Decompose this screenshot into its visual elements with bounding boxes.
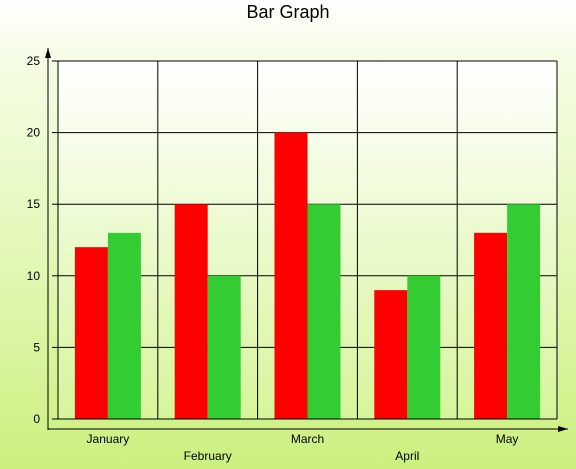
bar-april-series-1 — [374, 290, 408, 419]
y-tick-label: 5 — [33, 340, 40, 354]
bar-may-series-1 — [474, 232, 508, 419]
bar-january-series-1 — [74, 247, 108, 419]
bar-may-series-2 — [507, 204, 541, 419]
x-tick-label: May — [496, 432, 519, 446]
y-tick-label: 0 — [33, 412, 40, 426]
y-tick-label: 10 — [27, 269, 41, 283]
chart-title: Bar Graph — [246, 2, 330, 22]
x-tick-label: March — [291, 432, 324, 446]
bar-february-series-2 — [207, 275, 241, 419]
axes — [45, 48, 568, 432]
x-axis-arrow — [558, 426, 568, 432]
y-tick-label: 20 — [27, 126, 41, 140]
tick-labels: 0 5 10 15 20 25 January February March April May — [27, 54, 519, 463]
y-axis-arrow — [45, 48, 51, 58]
bar-february-series-1 — [174, 204, 208, 419]
bar-january-series-2 — [107, 232, 141, 419]
y-tick-label: 15 — [27, 197, 41, 211]
bars — [74, 132, 541, 419]
x-tick-label: April — [395, 449, 419, 463]
bar-march-series-2 — [307, 204, 341, 419]
y-tick-label: 25 — [27, 54, 41, 68]
x-tick-label: February — [184, 449, 232, 463]
bar-march-series-1 — [274, 132, 308, 419]
x-tick-label: January — [87, 432, 130, 446]
bar-april-series-2 — [407, 275, 441, 419]
